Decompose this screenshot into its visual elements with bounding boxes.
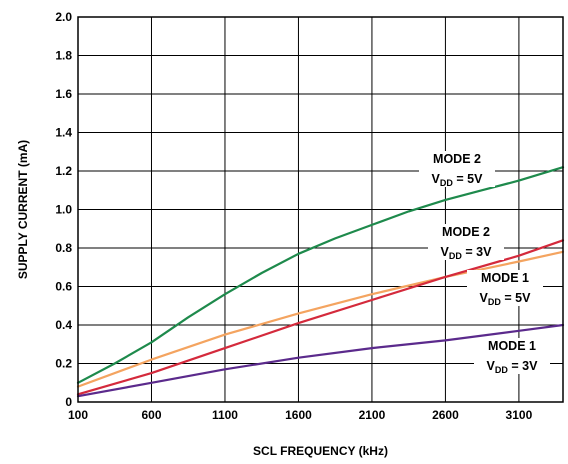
series-line-3 xyxy=(76,239,565,396)
y-tick-label: 0 xyxy=(65,395,72,409)
y-tick-label: 1.8 xyxy=(55,49,72,63)
data-series xyxy=(76,166,565,398)
annotation-mode-label: MODE 2 xyxy=(442,225,490,239)
y-axis-label: SUPPLY CURRENT (mA) xyxy=(16,140,30,279)
annotation-background xyxy=(467,270,543,306)
annotation-mode-label: MODE 1 xyxy=(488,339,536,353)
series-annotation-2: MODE 2 VDD = 3V xyxy=(428,224,504,261)
x-tick-label: 1100 xyxy=(212,408,238,422)
y-tick-label: 0.4 xyxy=(55,318,72,332)
series-annotation-1: MODE 2 VDD = 5V xyxy=(419,151,495,188)
x-tick-label: 1600 xyxy=(285,408,312,422)
annotation-vdd-label: VDD = 5V xyxy=(480,291,532,307)
y-tick-label: 0.2 xyxy=(55,357,72,371)
series-line-4 xyxy=(76,323,565,398)
annotation-background xyxy=(428,224,504,260)
y-tick-label: 1.4 xyxy=(55,126,72,140)
x-axis-label: SCL FREQUENCY (kHz) xyxy=(253,444,388,458)
annotation-vdd-label: VDD = 3V xyxy=(441,245,493,261)
y-tick-labels: 0 0.2 0.4 0.6 0.8 1.0 1.2 1.4 1.6 1.8 2.0 xyxy=(55,10,72,409)
series-line-1 xyxy=(76,166,565,384)
x-tick-label: 600 xyxy=(141,408,161,422)
series-annotation-3: MODE 1 VDD = 5V xyxy=(467,270,543,307)
series-annotations: MODE 2 VDD = 5V MODE 2 VDD = 3V MODE 1 VDD = … xyxy=(419,151,550,375)
y-tick-label: 0.6 xyxy=(55,280,72,294)
y-tick-label: 2.0 xyxy=(55,10,72,24)
annotation-vdd-label: VDD = 3V xyxy=(487,359,539,375)
series-line-2 xyxy=(76,250,565,388)
series-annotation-4: MODE 1 VDD = 3V xyxy=(474,338,550,375)
y-tick-label: 0.8 xyxy=(55,241,72,255)
annotation-background xyxy=(474,338,550,374)
annotation-mode-label: MODE 1 xyxy=(481,271,529,285)
y-tick-label: 1.6 xyxy=(55,87,72,101)
x-tick-label: 100 xyxy=(68,408,88,422)
annotation-vdd-label: VDD = 5V xyxy=(432,172,484,188)
y-tick-label: 1.0 xyxy=(55,203,72,217)
annotation-mode-label: MODE 2 xyxy=(433,152,481,166)
annotation-background xyxy=(419,151,495,187)
y-tick-label: 1.2 xyxy=(55,164,72,178)
x-tick-label: 2100 xyxy=(359,408,386,422)
x-tick-label: 3100 xyxy=(506,408,533,422)
x-tick-label: 2600 xyxy=(432,408,459,422)
plot-frame xyxy=(77,16,564,403)
x-tick-labels: 100 600 1100 1600 2100 2600 3100 xyxy=(68,408,533,422)
